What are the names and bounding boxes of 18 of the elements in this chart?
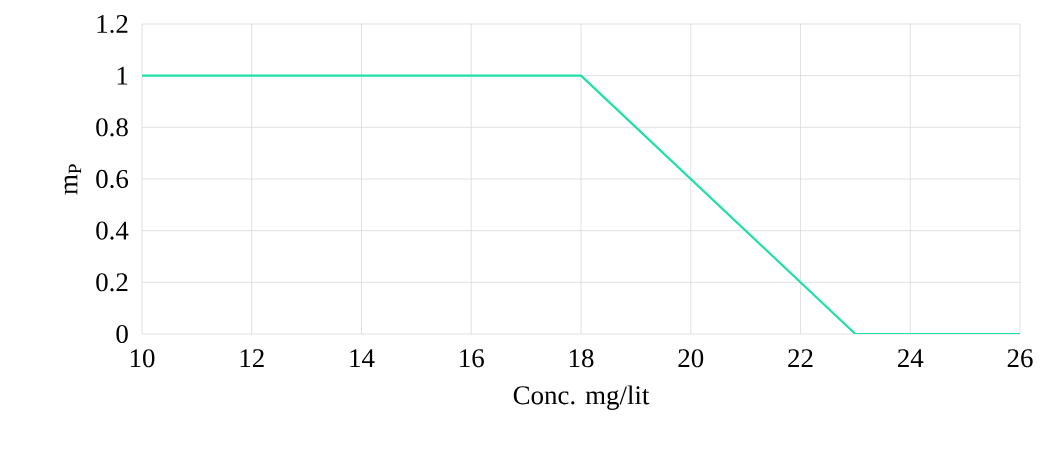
x-tick-label: 16 <box>460 349 484 368</box>
y-tick-label: 0 <box>116 324 128 344</box>
x-tick-label: 20 <box>678 349 704 368</box>
x-tick-label: 26 <box>1007 349 1033 368</box>
y-tick-label: 1 <box>117 66 128 85</box>
x-tick-label: 12 <box>240 349 264 367</box>
x-axis-title: Conc. mg/lit <box>513 385 650 410</box>
x-tick-label: 18 <box>569 349 594 368</box>
y-tick-label: 0.6 <box>96 169 129 189</box>
x-tick-label: 24 <box>898 349 924 367</box>
y-axis-title: m$_{P}$ <box>64 164 82 195</box>
y-tick-label: 1.2 <box>97 14 128 34</box>
y-tick-label: 0.8 <box>96 118 128 137</box>
x-tick-label: 10 <box>130 349 155 368</box>
y-tick-label: 0.2 <box>96 273 128 292</box>
x-tick-label: 22 <box>788 349 813 367</box>
x-tick-label: 14 <box>350 349 375 367</box>
y-tick-label: 0.4 <box>96 221 129 240</box>
